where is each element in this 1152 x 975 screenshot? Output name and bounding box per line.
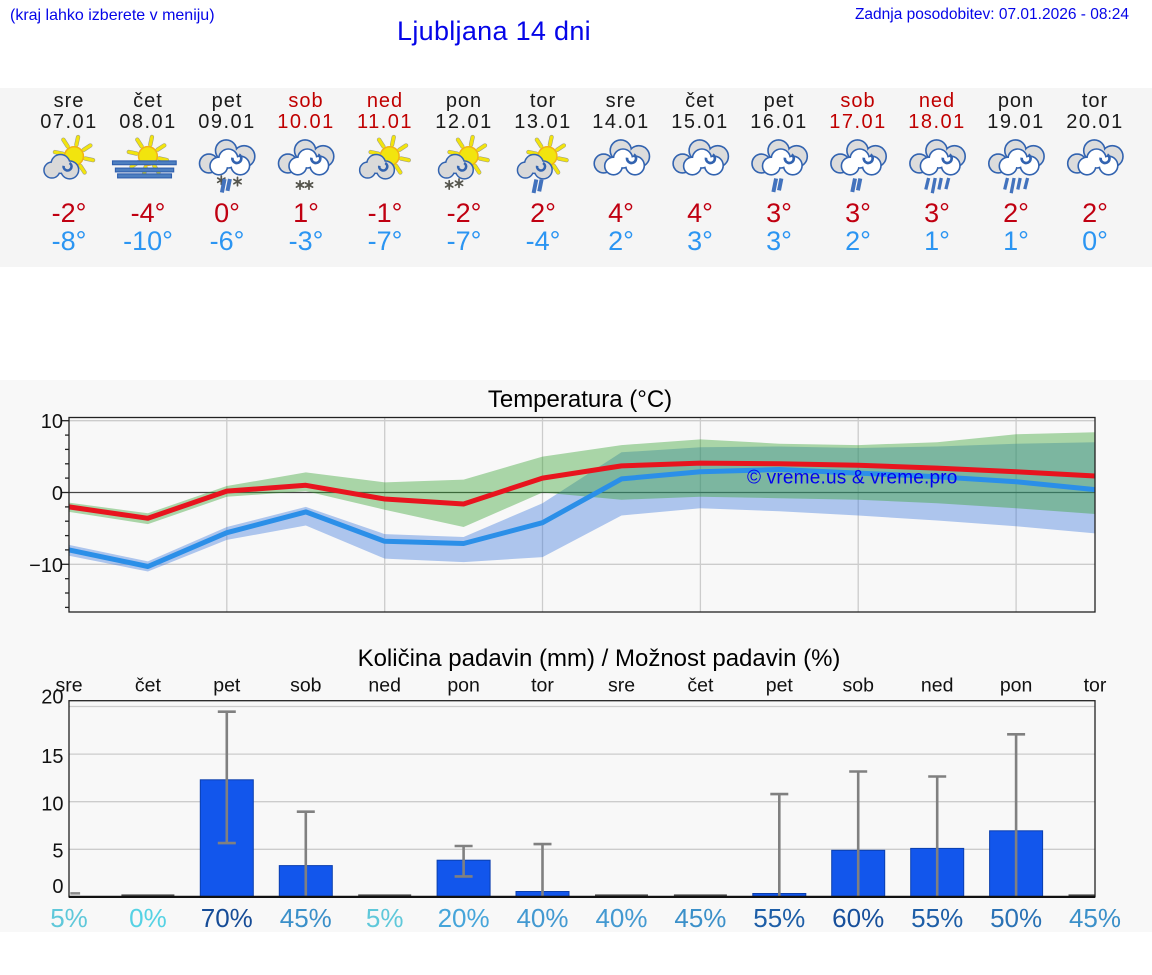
svg-text:sre: sre bbox=[608, 675, 635, 697]
svg-text:20: 20 bbox=[41, 686, 63, 708]
svg-text:15: 15 bbox=[41, 746, 63, 768]
svg-text:tor: tor bbox=[1084, 675, 1107, 697]
svg-text:55%: 55% bbox=[753, 903, 805, 932]
svg-text:45%: 45% bbox=[674, 903, 726, 932]
svg-text:pet: pet bbox=[766, 675, 794, 697]
svg-text:pon: pon bbox=[447, 675, 480, 697]
svg-text:0%: 0% bbox=[129, 903, 167, 932]
svg-text:20%: 20% bbox=[438, 903, 490, 932]
svg-text:pet: pet bbox=[213, 675, 241, 697]
svg-text:50%: 50% bbox=[990, 903, 1042, 932]
svg-text:5%: 5% bbox=[366, 903, 404, 932]
svg-text:5%: 5% bbox=[50, 903, 88, 932]
svg-text:tor: tor bbox=[531, 675, 554, 697]
svg-text:ned: ned bbox=[921, 675, 954, 697]
svg-text:pon: pon bbox=[1000, 675, 1033, 697]
svg-text:10: 10 bbox=[41, 411, 63, 433]
svg-text:Temperatura (°C): Temperatura (°C) bbox=[488, 386, 672, 413]
svg-text:45%: 45% bbox=[1069, 903, 1121, 932]
svg-text:sre: sre bbox=[55, 675, 82, 697]
svg-text:Količina padavin (mm) / Možnos: Količina padavin (mm) / Možnost padavin … bbox=[358, 645, 841, 672]
svg-text:70%: 70% bbox=[201, 903, 253, 932]
svg-text:čet: čet bbox=[687, 675, 714, 697]
svg-text:−10: −10 bbox=[29, 555, 63, 577]
svg-text:40%: 40% bbox=[595, 903, 647, 932]
svg-text:ned: ned bbox=[368, 675, 401, 697]
svg-text:5: 5 bbox=[52, 840, 63, 862]
svg-text:60%: 60% bbox=[832, 903, 884, 932]
svg-text:0: 0 bbox=[52, 483, 63, 505]
svg-text:© vreme.us & vreme.pro: © vreme.us & vreme.pro bbox=[747, 468, 958, 489]
svg-text:čet: čet bbox=[135, 675, 162, 697]
svg-text:40%: 40% bbox=[516, 903, 568, 932]
svg-text:0: 0 bbox=[52, 876, 63, 898]
svg-text:10: 10 bbox=[41, 794, 63, 816]
svg-text:sob: sob bbox=[290, 675, 322, 697]
svg-text:55%: 55% bbox=[911, 903, 963, 932]
svg-text:45%: 45% bbox=[280, 903, 332, 932]
svg-text:sob: sob bbox=[842, 675, 874, 697]
